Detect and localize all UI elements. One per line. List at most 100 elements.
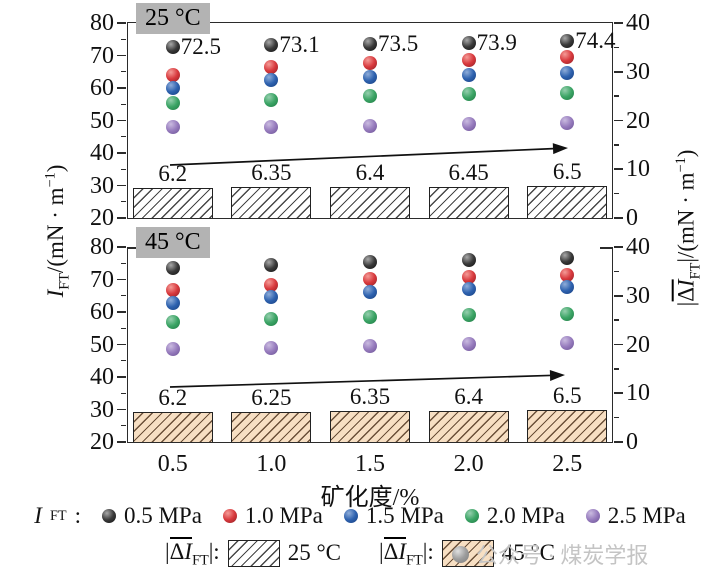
data-point-green (363, 309, 377, 324)
watermark-dot-icon (452, 545, 469, 563)
panel-25c-badge: 25 °C (136, 3, 210, 34)
black-marker-icon (101, 509, 116, 523)
delta-ift-bar (428, 186, 509, 218)
right-axis-tick (614, 217, 623, 219)
data-point-red (165, 68, 180, 82)
left-axis-tick (117, 441, 126, 443)
left-axis-tick-label: 80 (90, 10, 114, 36)
left-axis-tick (117, 217, 126, 219)
right-axis-tick-label: 0 (626, 205, 638, 231)
legend-item-1.0-MPa: 1.0 MPa (222, 503, 323, 529)
delta-ift-bar (527, 186, 608, 218)
legend-item-label: 1.5 MPa (365, 503, 444, 528)
legend-item-2.5-MPa: 2.5 MPa (585, 503, 686, 529)
right-axis-minor-tick (614, 95, 619, 97)
legend-item-label: 1.0 MPa (244, 503, 323, 528)
data-point-purple (461, 117, 476, 132)
right-axis-tick-label: 20 (626, 107, 650, 134)
data-point-purple (165, 342, 180, 357)
data-point-black (363, 37, 377, 52)
right-axis-tick (614, 70, 623, 73)
right-axis-tick (614, 294, 623, 297)
right-axis-minor-tick (614, 319, 619, 321)
data-point-black (165, 261, 180, 276)
data-point-blue (165, 295, 180, 310)
left-axis-tick-label: 50 (90, 107, 114, 134)
data-point-black (461, 252, 476, 267)
bar-value-label: 6.4 (355, 159, 385, 185)
right-axis-tick-label: 40 (626, 234, 650, 260)
left-axis-tick-label: 20 (90, 429, 114, 455)
left-axis-tick (117, 22, 126, 24)
point-value-label: 73.9 (476, 29, 517, 55)
data-point-black (560, 34, 575, 49)
point-value-label: 73.5 (378, 31, 419, 57)
data-point-purple (560, 335, 575, 350)
data-point-green (165, 314, 180, 329)
left-axis-tick-label: 40 (90, 140, 114, 166)
data-point-red (560, 50, 575, 65)
green-marker-icon (464, 509, 479, 523)
right-axis-tick (614, 441, 623, 443)
panel-45c-badge: 45 °C (136, 227, 210, 258)
right-axis-tick-label: 20 (626, 331, 650, 358)
delta-ift-bar (132, 411, 213, 442)
data-point-blue (560, 66, 575, 81)
x-axis-tick-label: 1.0 (256, 451, 287, 477)
left-axis-minor-tick (121, 168, 126, 170)
point-value-label: 72.5 (180, 34, 221, 60)
legend-delta-ift: |ΔIFT|: 25 °C |ΔIFT|: 45 °C (0, 537, 720, 570)
left-axis-minor-tick (121, 392, 126, 394)
left-axis-tick (117, 278, 126, 281)
left-axis-tick (117, 376, 126, 378)
left-axis-minor-tick (121, 262, 126, 264)
delta-ift-bar (132, 187, 213, 218)
left-axis-tick-label: 60 (90, 299, 114, 325)
data-point-blue (461, 281, 476, 296)
legend-delta-label: 45 °C (501, 540, 556, 566)
data-point-green (165, 95, 180, 110)
left-axis-tick-label: 70 (90, 266, 114, 293)
legend-item-0.5-MPa: 0.5 MPa (101, 503, 202, 529)
data-point-purple (363, 118, 377, 133)
left-axis-minor-tick (121, 425, 126, 427)
delta-ift-bar (527, 410, 608, 442)
right-axis-tick-label: 30 (626, 58, 650, 85)
right-axis-tick (614, 168, 623, 171)
overline-delta-i: ΔI (671, 279, 699, 302)
data-point-purple (165, 120, 180, 135)
legend-item-1.5-MPa: 1.5 MPa (343, 503, 444, 529)
data-point-purple (264, 340, 279, 355)
right-axis-tick (614, 392, 623, 395)
data-point-blue (363, 70, 377, 85)
left-axis-tick-label: 60 (90, 75, 114, 101)
data-point-red (165, 282, 180, 297)
left-axis-tick-label: 30 (90, 396, 114, 423)
data-point-purple (560, 115, 575, 130)
legend-pressures: I FT: 0.5 MPa 1.0 MPa 1.5 MPa 2.0 MPa 2.5 MPa (0, 503, 720, 529)
data-point-black (264, 257, 279, 272)
left-axis-tick-label: 80 (90, 234, 114, 260)
legend-item-label: 0.5 MPa (123, 503, 202, 528)
purple-marker-icon (585, 509, 600, 523)
left-axis-minor-tick (121, 327, 126, 329)
left-axis-minor-tick (121, 136, 126, 138)
left-axis-tick-label: 70 (90, 42, 114, 69)
data-point-green (264, 312, 279, 327)
left-axis-tick (117, 54, 126, 57)
right-axis-minor-tick (614, 46, 619, 49)
right-axis-minor-tick (614, 368, 619, 370)
legend-delta-group-hatch25: |ΔIFT|: 25 °C (165, 537, 341, 570)
right-axis-tick (614, 119, 623, 122)
bar-value-label: 6.35 (251, 160, 292, 186)
data-point-red (264, 277, 279, 292)
right-axis-tick-label: 30 (626, 282, 650, 309)
left-axis-minor-tick (121, 71, 126, 73)
left-axis-tick (117, 408, 126, 411)
left-axis-minor-tick (121, 360, 126, 362)
bar-value-label: 6.2 (158, 384, 188, 410)
data-point-red (461, 269, 476, 284)
data-point-green (461, 307, 476, 322)
right-axis-tick-label: 40 (626, 10, 650, 36)
data-point-green (560, 86, 575, 101)
